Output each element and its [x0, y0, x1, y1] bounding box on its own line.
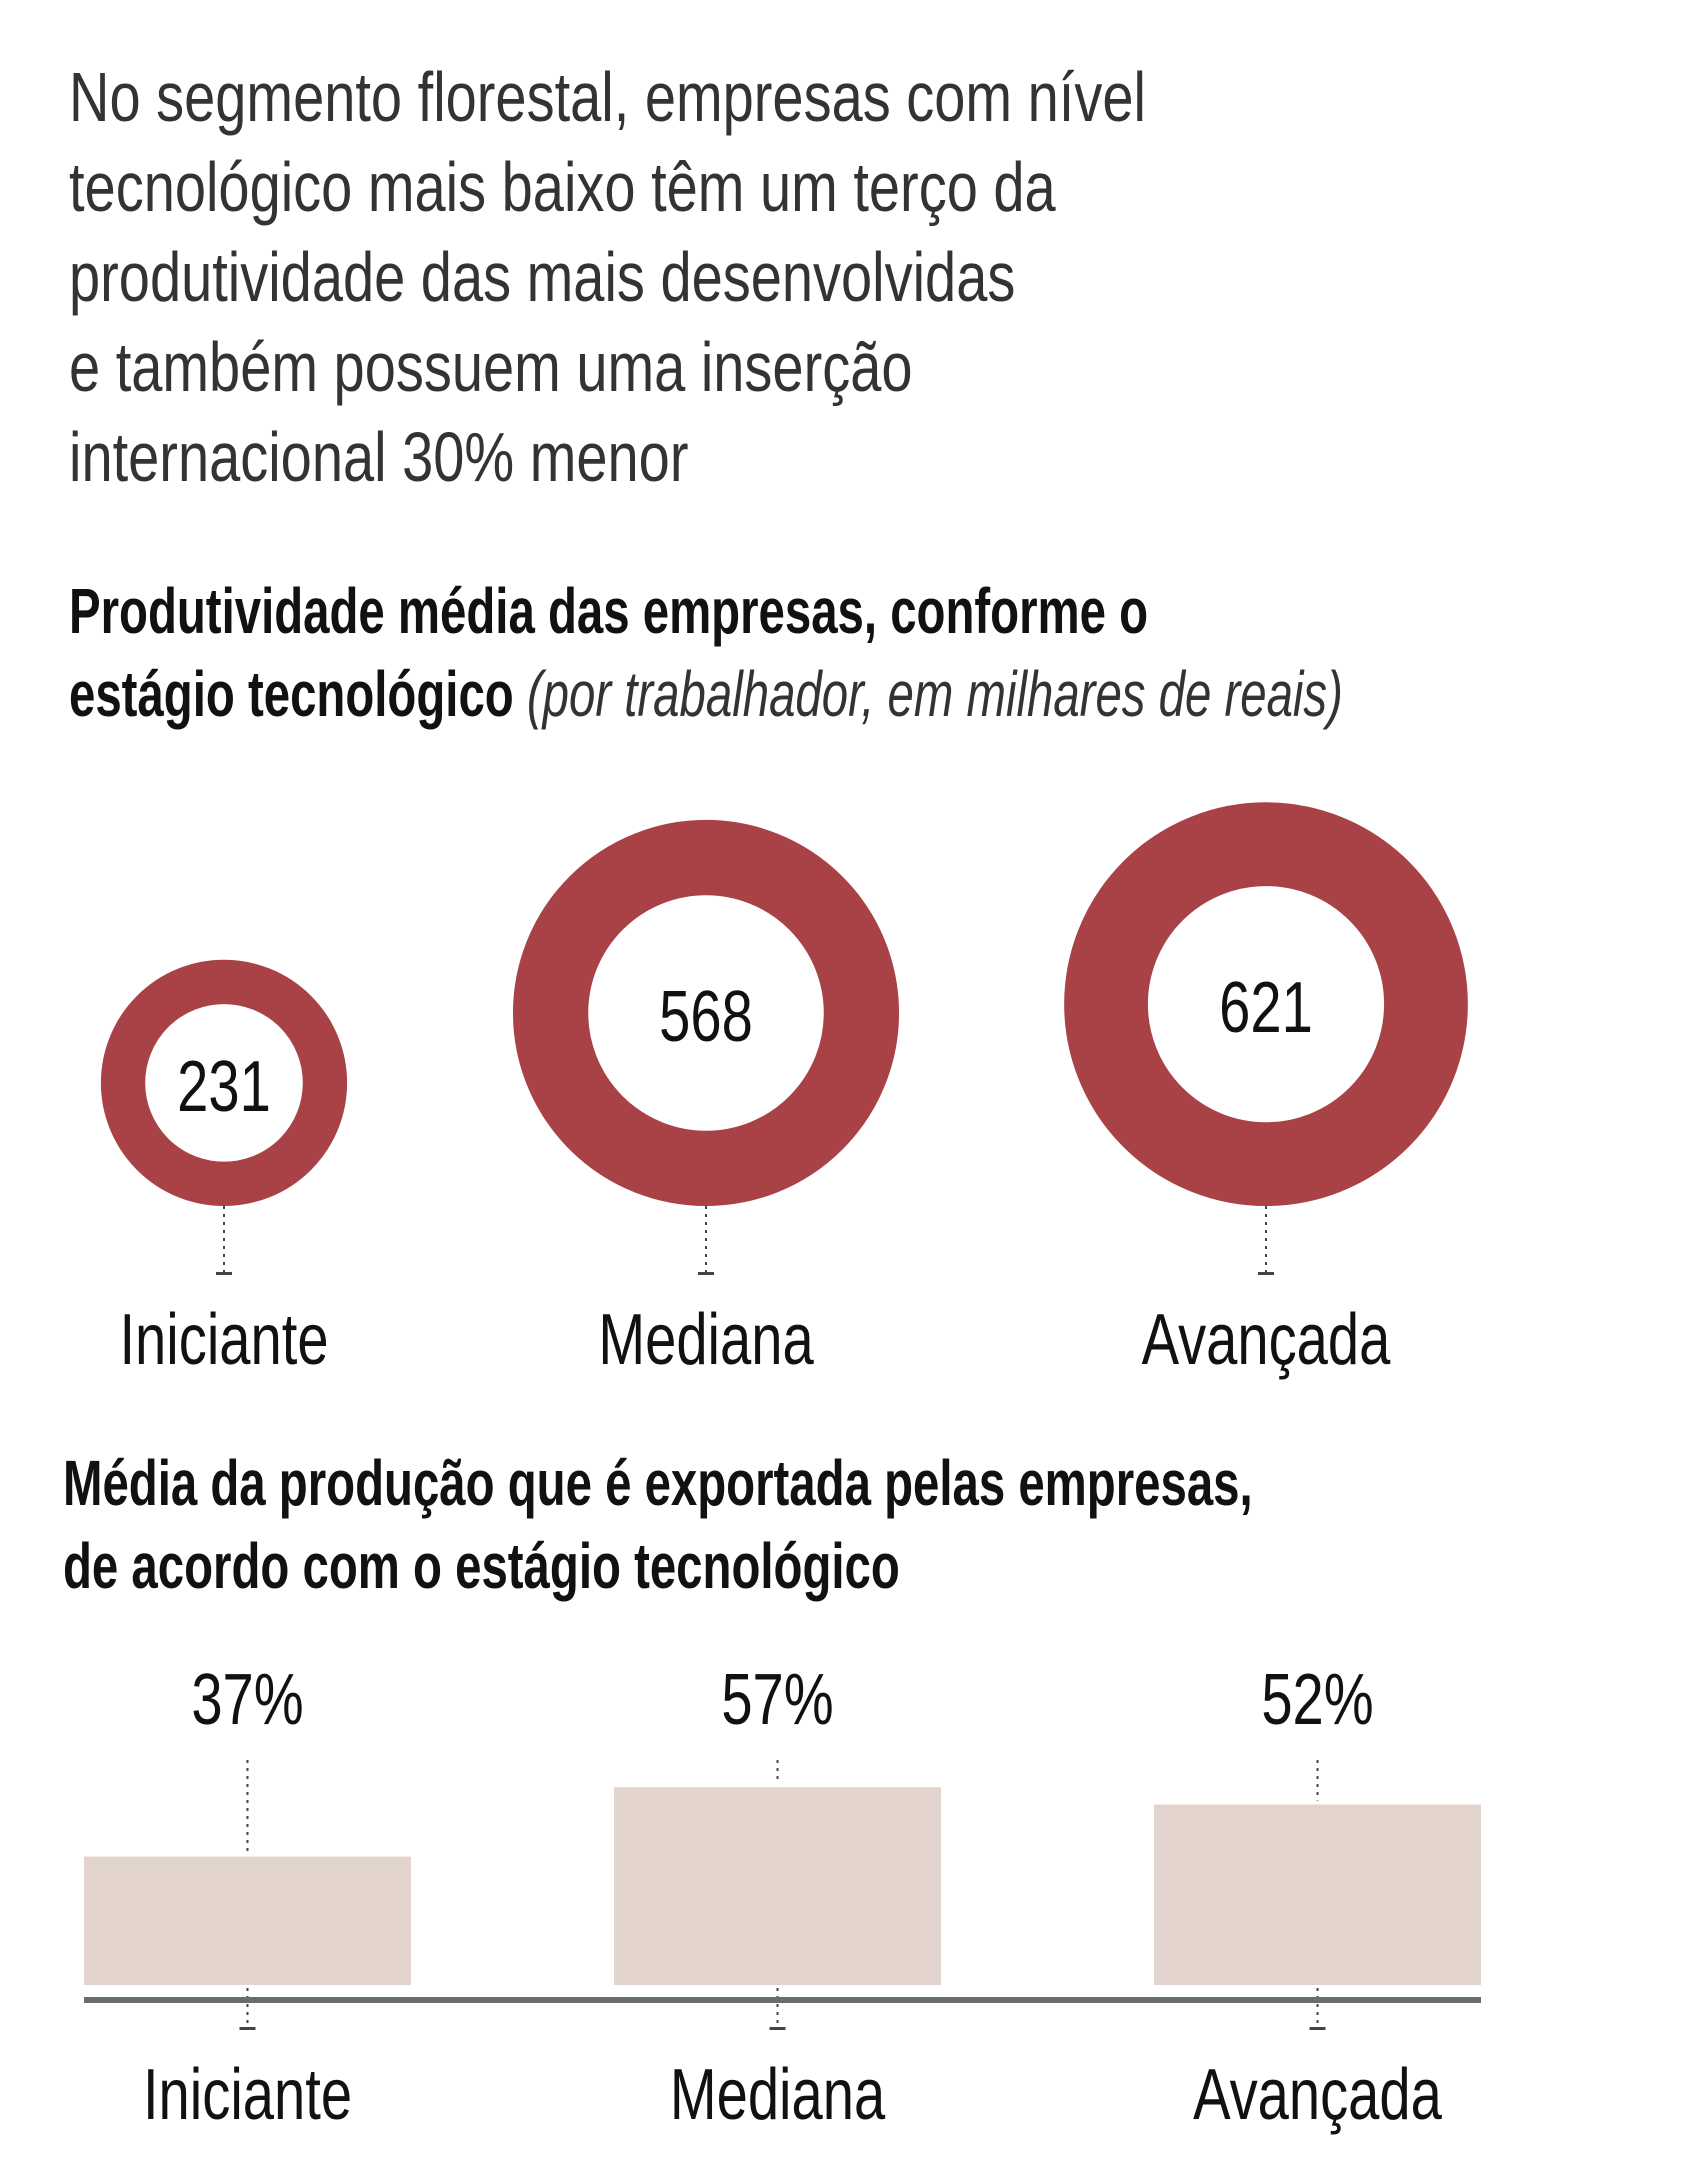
headline-line: produtividade das mais desenvolvidas: [69, 238, 1016, 316]
export-chart-title: Média da produção que é exportada pelas …: [63, 1442, 1671, 1608]
tick-mark: [216, 1272, 232, 1275]
title-line: Média da produção que é exportada pelas …: [63, 1447, 1253, 1519]
bar-value-label: 37%: [191, 1659, 303, 1739]
chart-subtitle: (por trabalhador, em milhares de reais): [526, 658, 1343, 730]
bar-iniciante: [84, 1856, 411, 1985]
category-label: Iniciante: [119, 1299, 328, 1379]
category-label: Avançada: [1193, 2054, 1442, 2134]
tick-mark: [1258, 1272, 1274, 1275]
bubble-value-label: 621: [1219, 967, 1313, 1047]
tick-mark: [1309, 2027, 1326, 2030]
ring-mediana: [512, 819, 900, 1207]
tick-mark: [239, 2027, 256, 2030]
category-label: Avançada: [1142, 1299, 1391, 1379]
bar-value-label: 52%: [1261, 1659, 1373, 1739]
headline-line: internacional 30% menor: [69, 418, 689, 496]
productivity-chart-title: Produtividade média das empresas, confor…: [69, 570, 1687, 736]
ring-avançada: [1064, 802, 1468, 1207]
category-label: Mediana: [598, 1299, 813, 1379]
bar-value-label: 57%: [721, 1659, 833, 1739]
headline-line: tecnológico mais baixo têm um terço da: [69, 148, 1056, 226]
headline-line: No segmento florestal, empresas com níve…: [69, 58, 1146, 136]
bubble-value-label: 231: [177, 1046, 271, 1126]
category-label: Iniciante: [143, 2054, 352, 2134]
title-line: Produtividade média das empresas, confor…: [69, 575, 1149, 647]
tick-mark: [698, 1272, 714, 1275]
bar-avançada: [1154, 1804, 1481, 1985]
title-line: estágio tecnológico: [69, 658, 514, 730]
category-label: Mediana: [670, 2054, 885, 2134]
x-axis-baseline: [84, 1997, 1481, 2003]
tick-mark: [769, 2027, 786, 2030]
ring-iniciante: [100, 959, 348, 1207]
title-line: de acordo com o estágio tecnológico: [63, 1530, 900, 1602]
bubble-value-label: 568: [659, 976, 753, 1056]
bar-mediana: [614, 1787, 941, 1985]
headline-line: e também possuem uma inserção: [69, 328, 913, 406]
headline: No segmento florestal, empresas com níve…: [69, 52, 1415, 502]
